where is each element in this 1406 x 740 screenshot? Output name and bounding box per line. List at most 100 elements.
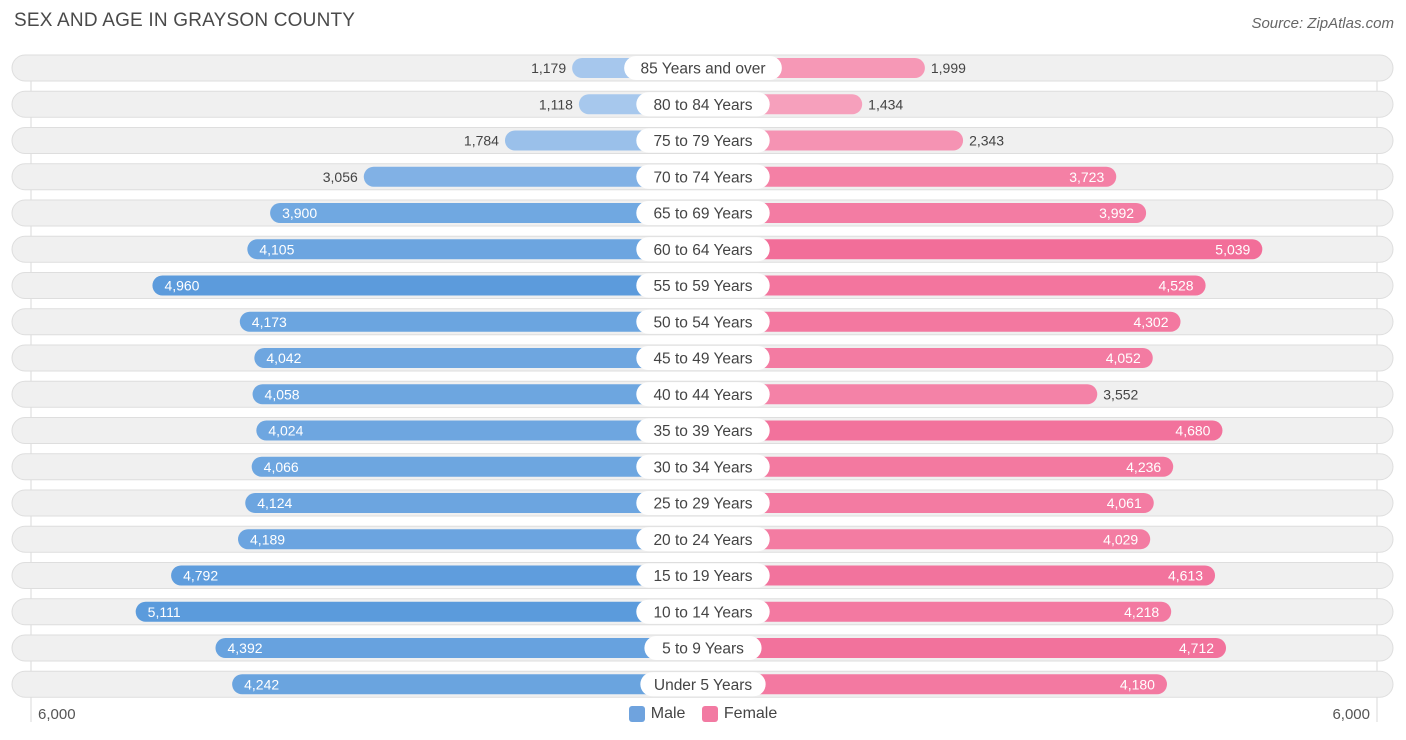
bar-male xyxy=(363,166,703,187)
row-50-to-54-years: 4,173 4,302 50 to 54 Years xyxy=(11,308,1394,336)
category-pill xyxy=(636,382,770,407)
value-label-male: 4,792 xyxy=(183,568,218,584)
bar-female xyxy=(703,529,1151,550)
bar-male xyxy=(256,420,703,441)
category-pill xyxy=(636,273,770,298)
category-label: 25 to 29 Years xyxy=(653,496,752,513)
chart-title: SEX AND AGE IN GRAYSON COUNTY xyxy=(14,10,356,31)
category-label: 45 to 49 Years xyxy=(653,351,752,368)
category-label: 65 to 69 Years xyxy=(653,206,752,223)
value-label-male: 4,105 xyxy=(259,241,294,257)
value-label-female: 3,992 xyxy=(1099,205,1134,221)
row-75-to-79-years: 1,784 2,343 75 to 79 Years xyxy=(11,127,1394,154)
bar-female xyxy=(703,239,1263,260)
value-label-male: 1,179 xyxy=(531,60,566,76)
bar-male xyxy=(270,203,703,223)
category-label: 50 to 54 Years xyxy=(653,314,752,331)
category-label: 70 to 74 Years xyxy=(653,169,752,186)
category-pill xyxy=(636,201,770,225)
bar-male xyxy=(135,601,703,622)
category-label: 15 to 19 Years xyxy=(653,568,752,585)
value-label-female: 4,029 xyxy=(1103,531,1138,547)
category-label: 80 to 84 Years xyxy=(653,97,752,114)
source-label: Source: ZipAtlas.com xyxy=(1251,15,1394,32)
category-pill xyxy=(636,491,770,515)
legend-item-female: Female xyxy=(701,705,777,723)
bar-female xyxy=(703,420,1223,441)
row-10-to-14-years: 5,111 4,218 10 to 14 Years xyxy=(11,598,1394,626)
axis-min-label: 6,000 xyxy=(38,706,76,723)
bar-female xyxy=(703,638,1227,658)
bar-female xyxy=(703,456,1174,477)
value-label-female: 4,180 xyxy=(1120,676,1155,692)
bar-male xyxy=(252,384,703,405)
value-label-female: 5,039 xyxy=(1215,241,1250,257)
category-label: 60 to 64 Years xyxy=(653,242,752,259)
legend-swatch-female xyxy=(701,706,718,722)
bar-female xyxy=(703,348,1153,368)
row-30-to-34-years: 4,066 4,236 30 to 34 Years xyxy=(11,453,1394,481)
bar-female xyxy=(703,493,1154,513)
bar-female xyxy=(703,275,1206,296)
value-label-female: 3,552 xyxy=(1103,386,1138,402)
value-label-male: 4,042 xyxy=(266,350,301,366)
value-label-male: 4,173 xyxy=(252,314,287,330)
row-65-to-69-years: 3,900 3,992 65 to 69 Years xyxy=(11,199,1394,227)
bar-female xyxy=(703,565,1216,586)
axis-max-label: 6,000 xyxy=(1332,706,1370,723)
legend: Male Female xyxy=(0,705,1406,727)
value-label-female: 4,236 xyxy=(1126,459,1161,475)
legend-swatch-male xyxy=(628,706,645,722)
bar-female xyxy=(703,601,1172,622)
category-label: 85 Years and over xyxy=(641,61,766,78)
value-label-male: 4,058 xyxy=(265,386,300,402)
value-label-female: 4,528 xyxy=(1159,278,1194,294)
row-35-to-39-years: 4,024 4,680 35 to 39 Years xyxy=(11,417,1394,444)
category-pill xyxy=(640,672,766,697)
row-80-to-84-years: 1,118 1,434 80 to 84 Years xyxy=(11,90,1394,118)
category-label: 20 to 24 Years xyxy=(653,532,752,549)
value-label-female: 1,434 xyxy=(868,96,903,112)
category-pill xyxy=(636,563,770,588)
row-40-to-44-years: 4,058 3,552 40 to 44 Years xyxy=(11,380,1394,408)
value-label-female: 4,052 xyxy=(1106,350,1141,366)
value-label-male: 4,124 xyxy=(257,495,292,511)
category-label: Under 5 Years xyxy=(654,677,752,694)
value-label-male: 4,066 xyxy=(264,459,299,475)
row-under-5-years: 4,242 4,180 Under 5 Years xyxy=(11,670,1394,698)
bar-male xyxy=(171,565,703,586)
row-70-to-74-years: 3,056 3,723 70 to 74 Years xyxy=(11,163,1394,191)
value-label-female: 4,061 xyxy=(1107,495,1142,511)
value-label-male: 4,392 xyxy=(227,640,262,656)
category-pill xyxy=(636,237,770,262)
category-pill xyxy=(636,92,770,117)
row-55-to-59-years: 4,960 4,528 55 to 59 Years xyxy=(11,272,1394,299)
value-label-female: 3,723 xyxy=(1069,169,1104,185)
category-pill xyxy=(636,346,770,370)
category-pill xyxy=(636,418,770,443)
value-label-male: 4,242 xyxy=(244,676,279,692)
value-label-female: 4,680 xyxy=(1175,423,1210,439)
category-pill xyxy=(624,56,782,80)
category-pill xyxy=(636,128,770,153)
value-label-female: 4,613 xyxy=(1168,568,1203,584)
category-label: 10 to 14 Years xyxy=(653,604,752,621)
category-pill xyxy=(636,599,770,624)
bar-female xyxy=(703,674,1167,695)
value-label-male: 3,900 xyxy=(282,205,317,221)
bar-male xyxy=(232,674,703,695)
category-pill xyxy=(636,527,770,552)
value-label-female: 4,302 xyxy=(1133,314,1168,330)
category-label: 75 to 79 Years xyxy=(653,133,752,150)
bar-male xyxy=(215,638,703,658)
category-label: 35 to 39 Years xyxy=(653,423,752,440)
category-pill xyxy=(636,309,770,334)
category-label: 55 to 59 Years xyxy=(653,278,752,295)
value-label-female: 2,343 xyxy=(969,133,1004,149)
category-pill xyxy=(636,164,770,189)
row-85-years-and-over: 1,179 1,999 85 Years and over xyxy=(11,54,1394,82)
legend-item-male: Male xyxy=(628,705,685,723)
row-5-to-9-years: 4,392 4,712 5 to 9 Years xyxy=(11,634,1394,662)
category-label: 5 to 9 Years xyxy=(662,641,744,658)
bar-male xyxy=(254,348,703,368)
